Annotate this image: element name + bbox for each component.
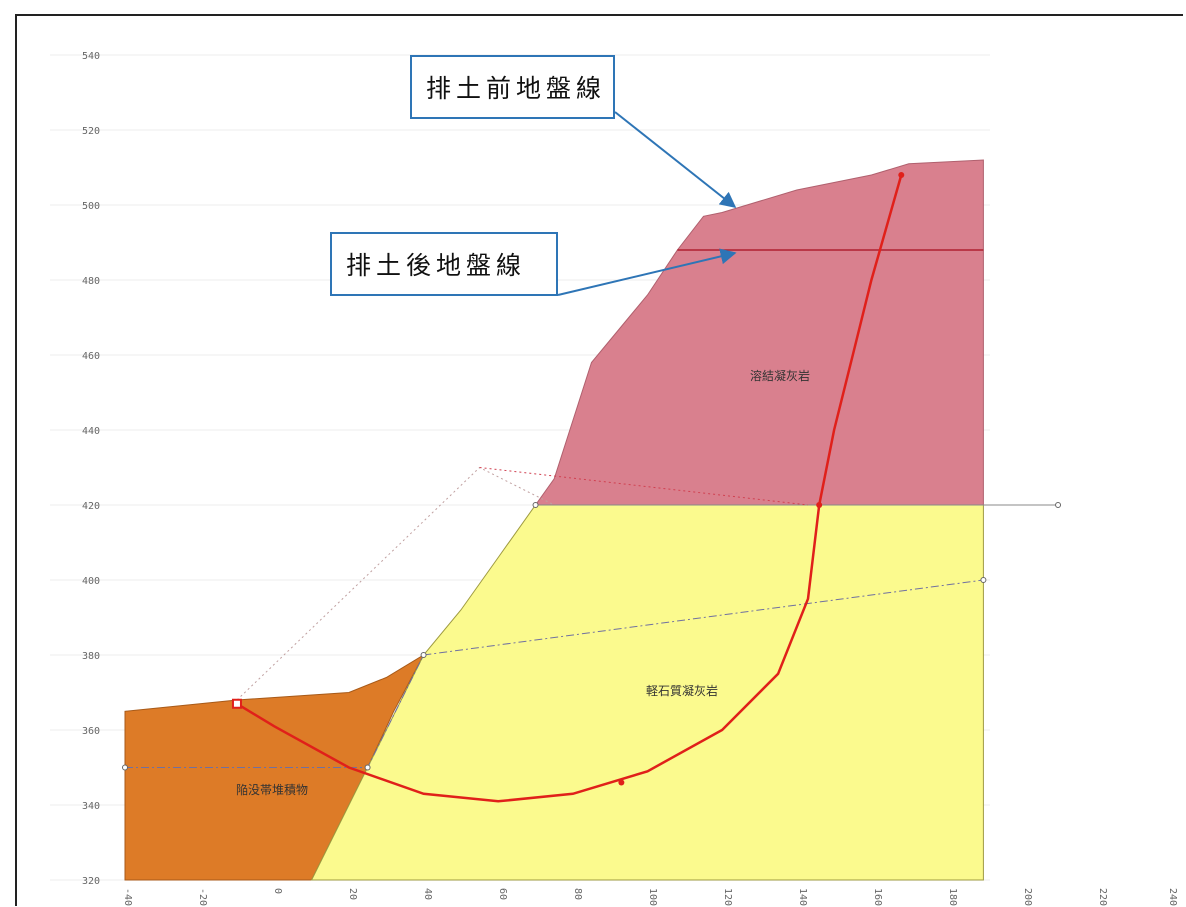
slip-mid-marker: [618, 779, 625, 786]
geometry-node: [364, 764, 371, 771]
x-tick-label: 220: [1097, 888, 1108, 906]
x-tick-label: 40: [422, 888, 433, 900]
callout-ground-before: 排土前地盤線: [410, 55, 615, 119]
y-tick-label: 320: [82, 876, 100, 887]
layer-label-lower: 陥没帯堆積物: [236, 782, 308, 797]
x-tick-label: 240: [1167, 888, 1178, 906]
y-tick-label: 460: [82, 351, 100, 362]
geometry-node: [122, 764, 128, 771]
y-tick-label: 480: [82, 276, 100, 287]
x-tick-label: 0: [272, 888, 283, 894]
x-tick-label: 100: [647, 888, 658, 906]
arrow-ground-after: [557, 248, 737, 296]
arrow-ground-before: [614, 111, 737, 208]
x-tick-label: -20: [197, 888, 208, 906]
x-tick-label: 160: [872, 888, 883, 906]
y-tick-label: 440: [82, 426, 100, 437]
x-tick-label: 20: [347, 888, 358, 900]
y-tick-label: 500: [82, 201, 100, 212]
y-tick-label: 380: [82, 651, 100, 662]
x-tick-label: 140: [797, 888, 808, 906]
x-tick-label: 180: [947, 888, 958, 906]
diagram-frame: [15, 14, 1183, 906]
geometry-node: [532, 502, 539, 508]
y-tick-label: 540: [82, 51, 100, 62]
x-tick-label: 200: [1022, 888, 1033, 906]
slip-start-marker: [231, 698, 242, 709]
x-tick-label: 60: [497, 888, 508, 900]
slip-circle-line: [236, 174, 903, 803]
x-tick-label: 80: [572, 888, 583, 900]
y-tick-label: 420: [82, 501, 100, 512]
water-table-line: [125, 579, 984, 768]
layer-upper-area: [534, 159, 984, 506]
reference-dotted-line-upper: [479, 467, 809, 506]
slip-boundary-marker: [816, 502, 823, 508]
geometry-node: [980, 577, 987, 583]
layer-label-upper: 溶結凝灰岩: [750, 368, 810, 383]
callout-ground-after: 排土後地盤線: [330, 232, 558, 296]
slip-end-marker: [898, 172, 905, 178]
x-tick-label: -40: [122, 888, 133, 906]
x-tick-label: 120: [722, 888, 733, 906]
geometry-node: [420, 652, 427, 658]
y-tick-label: 340: [82, 801, 100, 812]
layer-label-middle: 軽石質凝灰岩: [646, 683, 718, 698]
y-tick-label: 400: [82, 576, 100, 587]
y-tick-label: 360: [82, 726, 100, 737]
y-tick-label: 520: [82, 126, 100, 137]
boundary-node: [1055, 502, 1062, 508]
